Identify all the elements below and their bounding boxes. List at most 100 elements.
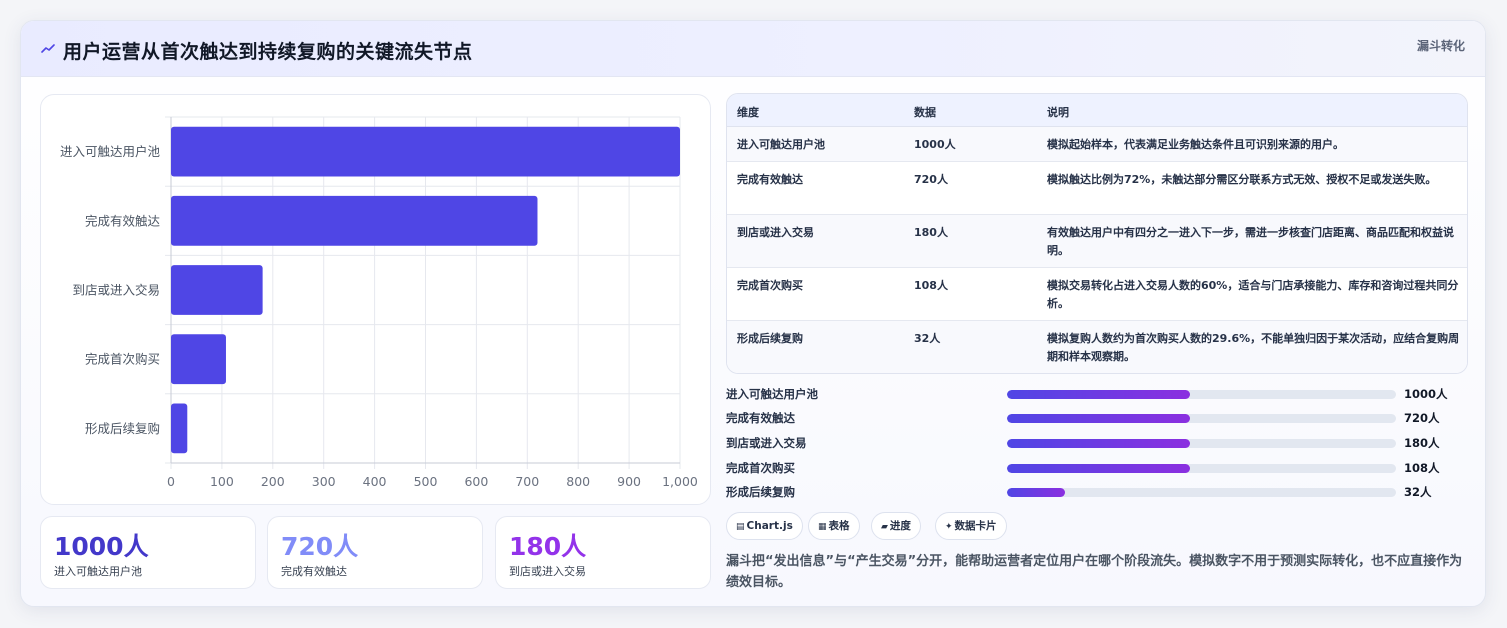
category-label: 完成首次购买 xyxy=(85,352,160,367)
progress-label: 完成有效触达 xyxy=(726,411,795,425)
funnel-chart: 0 100 200 300 400 500 600 700 800 900 1,000 进入可触达用户… xyxy=(40,94,711,505)
table-row: 形成后续复购 32人 模拟复购人数约为首次购买人数的29.6%，不能单独归因于某… xyxy=(727,321,1467,373)
progress-row: 进入可触达用户池 1000人 xyxy=(726,384,1468,404)
line-chart-icon xyxy=(41,44,55,53)
progress-fill xyxy=(1007,414,1190,423)
x-tick-label: 400 xyxy=(363,474,387,489)
stat-label: 到店或进入交易 xyxy=(509,565,586,578)
tag-data-card[interactable]: ✦ 数据卡片 xyxy=(935,512,1007,540)
stat-label: 完成有效触达 xyxy=(281,565,347,578)
progress-label: 完成首次购买 xyxy=(726,461,795,475)
cell-description: 有效触达用户中有四分之一进入下一步，需进一步核查门店距离、商品匹配和权益说明。 xyxy=(1047,226,1454,257)
category-label: 形成后续复购 xyxy=(85,421,160,436)
cell-description: 模拟触达比例为72%，未触达部分需区分联系方式无效、授权不足或发送失败。 xyxy=(1047,173,1437,186)
progress-fill xyxy=(1007,488,1066,497)
progress-track xyxy=(1007,414,1396,423)
cell-dimension: 到店或进入交易 xyxy=(737,226,814,239)
progress-icon: ▰ xyxy=(881,522,888,532)
summary-note: 漏斗把“发出信息”与“产生交易”分开，能帮助运营者定位用户在哪个阶段流失。模拟数… xyxy=(726,554,1463,590)
progress-label: 形成后续复购 xyxy=(726,485,795,499)
tag-progress[interactable]: ▰ 进度 xyxy=(871,512,921,540)
progress-track xyxy=(1007,464,1396,473)
stat-label: 进入可触达用户池 xyxy=(54,565,142,578)
progress-row: 到店或进入交易 180人 xyxy=(726,433,1468,453)
table-row: 进入可触达用户池 1000人 模拟起始样本，代表满足业务触达条件且可识别来源的用… xyxy=(727,127,1467,162)
tag-label: Chart.js xyxy=(746,520,793,532)
progress-value: 108人 xyxy=(1404,461,1440,475)
table-row: 到店或进入交易 180人 有效触达用户中有四分之一进入下一步，需进一步核查门店距… xyxy=(727,215,1467,268)
stat-cards: 1000人 进入可触达用户池 720人 完成有效触达 180人 到店或进入交易 xyxy=(40,516,711,589)
stat-value: 1000人 xyxy=(54,532,149,561)
category-label: 进入可触达用户池 xyxy=(60,144,161,159)
tag-label: 表格 xyxy=(828,520,850,532)
progress-value: 32人 xyxy=(1404,485,1432,499)
tag-chartjs[interactable]: ▤ Chart.js xyxy=(726,512,803,540)
table-row: 完成有效触达 720人 模拟触达比例为72%，未触达部分需区分联系方式无效、授权… xyxy=(727,162,1467,215)
cell-data: 180人 xyxy=(914,226,948,239)
cell-dimension: 完成首次购买 xyxy=(737,279,803,292)
progress-label: 进入可触达用户池 xyxy=(726,387,818,401)
tag-label: 进度 xyxy=(889,520,911,532)
stat-value: 720人 xyxy=(281,532,359,561)
header: 用户运营从首次触达到持续复购的关键流失节点 漏斗转化 xyxy=(21,21,1485,77)
cell-dimension: 进入可触达用户池 xyxy=(737,138,825,151)
column-header-dimension: 维度 xyxy=(737,106,759,119)
progress-row: 完成有效触达 720人 xyxy=(726,408,1468,428)
table-icon: ▦ xyxy=(818,522,827,532)
stat-card: 180人 到店或进入交易 xyxy=(495,516,711,589)
progress-row: 完成首次购买 108人 xyxy=(726,458,1468,478)
progress-list: 进入可触达用户池 1000人 完成有效触达 720人 到店或进入交易 180人 … xyxy=(726,384,1468,504)
bar xyxy=(171,403,188,454)
sparkle-icon: ✦ xyxy=(945,522,953,532)
column-header-data: 数据 xyxy=(914,106,936,119)
category-label: 到店或进入交易 xyxy=(72,283,160,298)
bar xyxy=(171,195,538,246)
stat-card: 720人 完成有效触达 xyxy=(267,516,483,589)
progress-fill xyxy=(1007,464,1190,473)
cell-description: 模拟复购人数约为首次购买人数的29.6%，不能单独归因于某次活动，应结合复购周期… xyxy=(1047,332,1460,363)
progress-track xyxy=(1007,390,1396,399)
table-row: 完成首次购买 108人 模拟交易转化占进入交易人数的60%，适合与门店承接能力、… xyxy=(727,268,1467,321)
stat-value: 180人 xyxy=(509,532,587,561)
column-header-description: 说明 xyxy=(1047,106,1069,119)
tag-label: 数据卡片 xyxy=(954,520,997,532)
progress-fill xyxy=(1007,390,1190,399)
cell-dimension: 完成有效触达 xyxy=(737,173,803,186)
bar-chart-svg: 0 100 200 300 400 500 600 700 800 900 1,000 进入可触达用户… xyxy=(60,116,698,489)
table-header: 维度 数据 说明 xyxy=(727,94,1467,127)
chart-type-badge: 漏斗转化 xyxy=(1416,39,1465,53)
tag-table[interactable]: ▦ 表格 xyxy=(808,512,860,540)
x-tick-label: 700 xyxy=(515,474,539,489)
x-tick-label: 200 xyxy=(261,474,285,489)
x-tick-label: 100 xyxy=(210,474,234,489)
progress-track xyxy=(1007,488,1396,497)
cell-description: 模拟交易转化占进入交易人数的60%，适合与门店承接能力、库存和咨询过程共同分析。 xyxy=(1047,279,1459,310)
x-tick-label: 0 xyxy=(167,474,175,489)
x-tick-label: 1,000 xyxy=(662,474,698,489)
cell-dimension: 形成后续复购 xyxy=(737,332,803,345)
page-title: 用户运营从首次触达到持续复购的关键流失节点 xyxy=(63,41,473,63)
x-tick-label: 500 xyxy=(414,474,438,489)
cell-data: 32人 xyxy=(914,332,941,345)
x-tick-label: 300 xyxy=(312,474,336,489)
bar xyxy=(171,126,680,177)
progress-value: 720人 xyxy=(1404,411,1440,425)
x-tick-label: 600 xyxy=(464,474,488,489)
progress-row: 形成后续复购 32人 xyxy=(726,482,1468,502)
progress-value: 1000人 xyxy=(1404,387,1448,401)
cell-data: 720人 xyxy=(914,173,948,186)
progress-label: 到店或进入交易 xyxy=(726,436,807,450)
category-label: 完成有效触达 xyxy=(85,213,161,228)
chart-icon: ▤ xyxy=(736,522,745,532)
bar xyxy=(171,265,263,315)
cell-data: 108人 xyxy=(914,279,948,292)
report-card: 用户运营从首次触达到持续复购的关键流失节点 漏斗转化 0 100 200 300 400… xyxy=(20,20,1486,607)
cell-data: 1000人 xyxy=(914,138,956,151)
x-tick-label: 800 xyxy=(566,474,590,489)
x-tick-label: 900 xyxy=(617,474,641,489)
stat-card: 1000人 进入可触达用户池 xyxy=(40,516,256,589)
progress-track xyxy=(1007,439,1396,448)
cell-description: 模拟起始样本，代表满足业务触达条件且可识别来源的用户。 xyxy=(1047,138,1344,151)
progress-fill xyxy=(1007,439,1190,448)
progress-value: 180人 xyxy=(1404,436,1440,450)
